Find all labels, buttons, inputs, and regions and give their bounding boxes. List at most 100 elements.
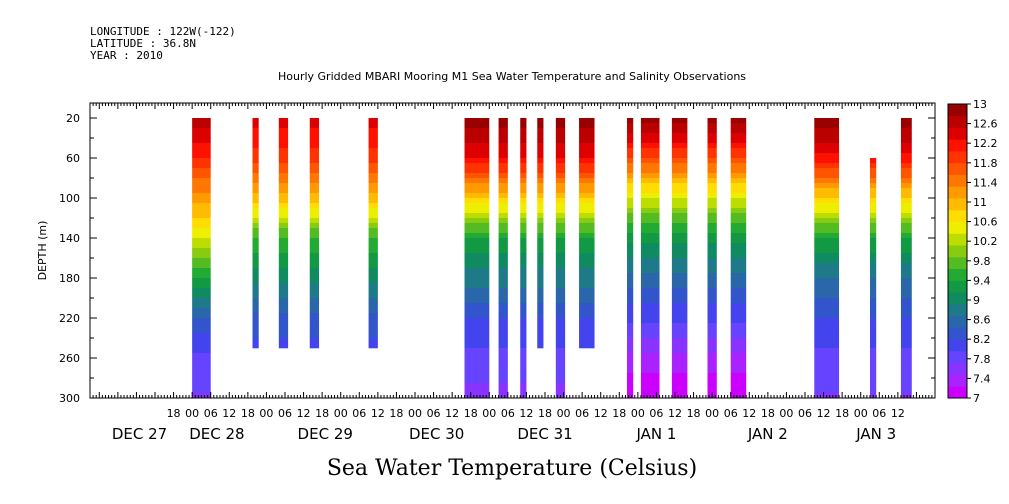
segment-cell: [671, 283, 688, 289]
segment-cell: [671, 178, 688, 184]
segment-cell: [900, 298, 912, 304]
segment-cell: [252, 163, 259, 169]
segment-cell: [368, 273, 378, 279]
segment-cell: [555, 298, 566, 304]
data-segment: [707, 118, 717, 399]
segment-cell: [730, 208, 747, 214]
segment-cell: [870, 303, 877, 309]
segment-cell: [368, 198, 378, 204]
segment-cell: [498, 343, 508, 349]
segment-cell: [640, 373, 660, 379]
segment-cell: [671, 323, 688, 329]
segment-cell: [498, 358, 508, 364]
segment-cell: [579, 143, 595, 149]
segment-cell: [707, 338, 717, 344]
segment-cell: [900, 258, 912, 264]
segment-cell: [640, 238, 660, 244]
segment-cell: [870, 348, 877, 354]
segment-cell: [537, 158, 544, 164]
x-tick-label: 00: [482, 407, 496, 420]
segment-cell: [464, 308, 490, 314]
segment-cell: [627, 268, 634, 274]
segment-cell: [579, 148, 595, 154]
segment-cell: [464, 128, 490, 134]
segment-cell: [464, 318, 490, 324]
segment-cell: [537, 198, 544, 204]
segment-cell: [900, 313, 912, 319]
segment-cell: [730, 138, 747, 144]
segment-cell: [278, 148, 289, 154]
x-date-label: JAN 1: [635, 425, 676, 443]
segment-cell: [278, 298, 289, 304]
segment-cell: [900, 293, 912, 299]
segment-cell: [309, 288, 320, 294]
segment-cell: [520, 188, 527, 194]
segment-cell: [579, 188, 595, 194]
segment-cell: [278, 248, 289, 254]
data-segments: [192, 118, 912, 399]
segment-cell: [192, 288, 211, 294]
segment-cell: [309, 158, 320, 164]
segment-cell: [309, 183, 320, 189]
segment-cell: [192, 123, 211, 129]
segment-cell: [537, 143, 544, 149]
segment-cell: [368, 298, 378, 304]
segment-cell: [814, 138, 840, 144]
segment-cell: [640, 348, 660, 354]
segment-cell: [627, 153, 634, 159]
segment-cell: [627, 203, 634, 209]
segment-cell: [192, 183, 211, 189]
data-segment: [278, 118, 289, 349]
segment-cell: [498, 218, 508, 224]
segment-cell: [537, 233, 544, 239]
segment-cell: [900, 333, 912, 339]
segment-cell: [192, 173, 211, 179]
segment-cell: [498, 228, 508, 234]
segment-cell: [537, 333, 544, 339]
segment-cell: [520, 163, 527, 169]
axis-ticks: [90, 103, 935, 399]
segment-cell: [900, 268, 912, 274]
segment-cell: [498, 323, 508, 329]
segment-cell: [192, 283, 211, 289]
colorbar-band: [948, 233, 967, 246]
segment-cell: [252, 118, 259, 124]
segment-cell: [464, 133, 490, 139]
segment-cell: [309, 203, 320, 209]
segment-cell: [192, 238, 211, 244]
segment-cell: [671, 223, 688, 229]
segment-cell: [870, 208, 877, 214]
segment-cell: [707, 133, 717, 139]
segment-cell: [640, 318, 660, 324]
segment-cell: [278, 138, 289, 144]
segment-cell: [730, 268, 747, 274]
segment-cell: [814, 353, 840, 359]
segment-cell: [671, 163, 688, 169]
segment-cell: [640, 188, 660, 194]
segment-cell: [627, 363, 634, 369]
segment-cell: [278, 318, 289, 324]
segment-cell: [464, 283, 490, 289]
segment-cell: [640, 203, 660, 209]
segment-cell: [309, 218, 320, 224]
segment-cell: [520, 168, 527, 174]
segment-cell: [368, 213, 378, 219]
segment-cell: [252, 198, 259, 204]
segment-cell: [192, 163, 211, 169]
segment-cell: [627, 308, 634, 314]
segment-cell: [579, 333, 595, 339]
segment-cell: [464, 293, 490, 299]
y-axis-label: DEPTH (m): [36, 221, 49, 281]
segment-cell: [579, 178, 595, 184]
segment-cell: [555, 278, 566, 284]
segment-cell: [537, 263, 544, 269]
segment-cell: [579, 223, 595, 229]
segment-cell: [579, 138, 595, 144]
segment-cell: [707, 253, 717, 259]
segment-cell: [498, 313, 508, 319]
segment-cell: [579, 158, 595, 164]
segment-cell: [537, 298, 544, 304]
segment-cell: [309, 193, 320, 199]
segment-cell: [498, 213, 508, 219]
segment-cell: [309, 148, 320, 154]
